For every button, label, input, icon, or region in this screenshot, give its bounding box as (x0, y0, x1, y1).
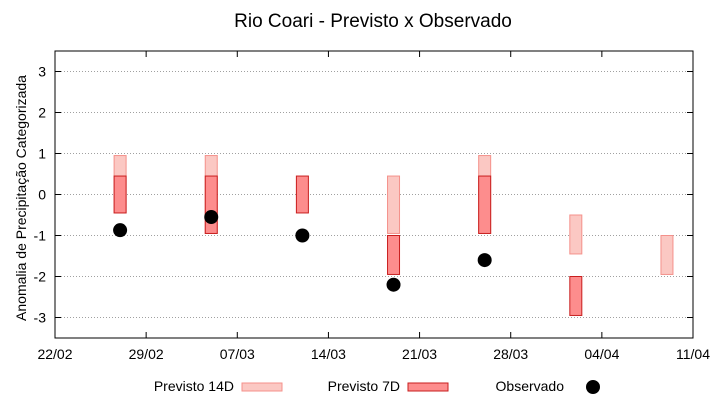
x-tick-label: 29/02 (129, 346, 164, 362)
x-tick-labels: 22/02 29/02 07/03 14/03 21/03 28/03 04/04 11/04 (37, 346, 710, 362)
y-tick-label: -1 (34, 228, 47, 244)
x-tick-label: 07/03 (220, 346, 255, 362)
x-tick-label: 14/03 (311, 346, 346, 362)
chart-title: Rio Coari - Previsto x Observado (234, 11, 512, 32)
x-tick-label: 21/03 (402, 346, 437, 362)
bar-previsto-14d (387, 175, 401, 234)
series-observado (113, 210, 492, 292)
y-tick-labels: 3 2 1 0 -1 -2 -3 (34, 64, 47, 326)
x-tick-label: 04/04 (584, 346, 619, 362)
legend-swatch-previsto-14d (241, 382, 283, 392)
series-previsto-7d (113, 175, 583, 316)
y-tick-label: 2 (38, 105, 46, 121)
point-observado (204, 210, 219, 225)
bar-previsto-7d (478, 175, 492, 234)
bar-previsto-7d (204, 175, 218, 234)
legend-marker-observado (586, 380, 600, 394)
bar-previsto-7d (295, 175, 309, 214)
bar-previsto-14d (660, 235, 674, 275)
legend-label-previsto-14d: Previsto 14D (154, 378, 234, 394)
bar-previsto-7d (113, 175, 127, 214)
bar-previsto-7d (387, 235, 401, 275)
x-tick-label: 22/02 (37, 346, 72, 362)
point-observado (295, 228, 310, 243)
y-axis-label: Anomalia de Precipitação Categorizada (13, 75, 29, 321)
y-tick-label: -3 (34, 310, 47, 326)
y-tick-label: 0 (38, 187, 46, 203)
bar-previsto-7d (569, 276, 583, 316)
legend-label-previsto-7d: Previsto 7D (328, 378, 400, 394)
y-tick-label: 3 (38, 64, 46, 80)
legend: Previsto 14D Previsto 7D Observado (154, 378, 600, 394)
point-observado (477, 253, 492, 268)
bar-previsto-14d (569, 214, 583, 255)
legend-swatch-previsto-7d (407, 382, 449, 392)
y-tick-label: 1 (38, 146, 46, 162)
legend-label-observado: Observado (496, 378, 565, 394)
x-tick-label: 28/03 (493, 346, 528, 362)
grid (55, 71, 693, 318)
axis-ticks (54, 51, 694, 338)
point-observado (386, 277, 401, 292)
point-observado (113, 223, 128, 238)
y-tick-label: -2 (34, 269, 47, 285)
x-tick-label: 11/04 (676, 346, 710, 362)
